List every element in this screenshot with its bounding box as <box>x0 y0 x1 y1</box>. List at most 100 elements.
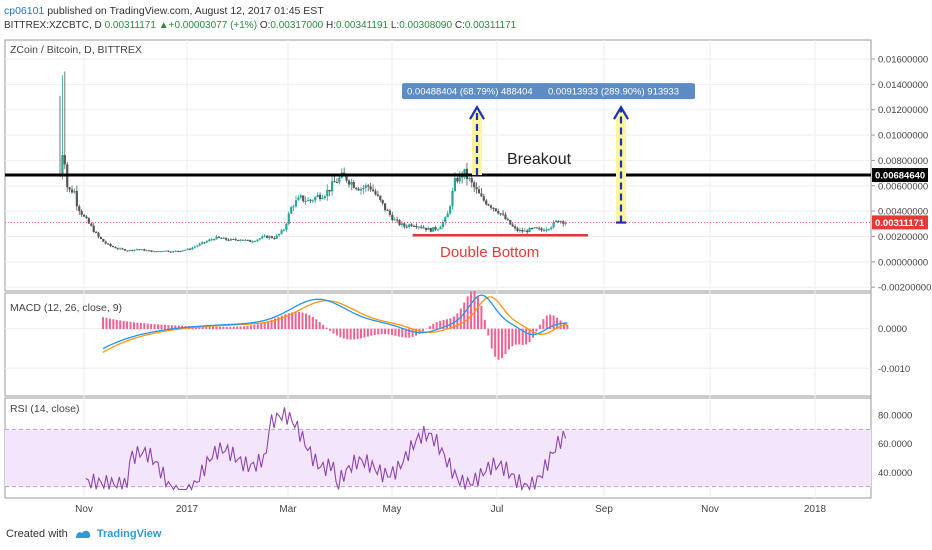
candle-body <box>482 196 485 201</box>
candle-body <box>526 230 529 233</box>
candle-body <box>379 195 382 200</box>
macd-histogram-bar <box>129 321 132 330</box>
time-tick-label: Jul <box>491 504 504 515</box>
macd-histogram-bar <box>497 328 500 360</box>
macd-histogram-bar <box>466 296 469 330</box>
macd-histogram-bar <box>225 326 228 330</box>
macd-histogram-bar <box>263 322 266 330</box>
macd-histogram-bar <box>525 328 528 345</box>
candle-body <box>188 248 192 250</box>
macd-histogram-bar <box>377 328 380 335</box>
macd-histogram-bar <box>112 319 115 330</box>
macd-histogram-bar <box>153 324 156 330</box>
candle-body <box>458 173 461 182</box>
candle-body <box>331 181 334 192</box>
macd-histogram-bar <box>532 328 534 338</box>
macd-histogram-bar <box>163 324 166 330</box>
candle-body <box>355 187 358 189</box>
projection-arrow-icon <box>469 105 485 120</box>
candle-body <box>191 247 194 250</box>
candle-body <box>359 189 363 191</box>
created-with-text: Created with <box>6 528 68 540</box>
macd-histogram-bar <box>538 324 541 330</box>
macd-histogram-bar <box>380 328 383 335</box>
macd-histogram-bar <box>428 326 431 330</box>
candle-body <box>251 241 254 243</box>
macd-histogram-bar <box>562 322 565 330</box>
macd-histogram-bar <box>260 323 263 330</box>
candle-body <box>208 239 211 242</box>
candle-body <box>258 238 261 240</box>
macd-histogram-bar <box>205 326 208 330</box>
candle-body <box>222 237 225 239</box>
macd-histogram-bar <box>370 328 373 336</box>
macd-histogram-bar <box>315 319 318 330</box>
macd-histogram-bar <box>559 320 562 330</box>
macd-histogram-bar <box>473 291 476 330</box>
macd-histogram-bar <box>280 315 283 330</box>
rsi-tick-label: 60.0000 <box>878 439 912 450</box>
macd-histogram-bar <box>132 322 135 330</box>
candle-body <box>559 221 562 223</box>
candle-body <box>487 204 490 206</box>
candle-body <box>73 191 76 193</box>
macd-histogram-bar <box>360 328 362 339</box>
price-highlight-box <box>872 168 928 183</box>
candle-body <box>530 228 534 230</box>
candle-body <box>535 227 538 229</box>
candle-body <box>143 249 146 251</box>
candle-body <box>429 228 432 232</box>
macd-line <box>102 294 568 350</box>
macd-histogram-bar <box>432 323 435 330</box>
candle-body <box>227 239 230 241</box>
macd-histogram-bar <box>146 323 149 330</box>
tradingview-brand[interactable]: TradingView <box>96 528 162 540</box>
candle-body <box>388 210 391 215</box>
macd-histogram-bar <box>411 328 414 337</box>
macd-histogram-bar <box>322 324 325 330</box>
open-label: O: <box>259 20 271 31</box>
candle-body <box>511 224 514 227</box>
rsi-pane-title: RSI (14, close) <box>10 403 79 415</box>
candle-body <box>451 191 454 207</box>
candle-body <box>116 248 119 250</box>
candle-body <box>463 168 466 178</box>
price-tick-label: 0.00400000 <box>878 207 928 218</box>
low-label: L: <box>390 20 400 31</box>
author-name[interactable]: cp06101 <box>4 5 45 17</box>
candle-body <box>391 214 394 221</box>
candle-body <box>104 241 107 244</box>
breakout-label: Breakout <box>507 151 572 168</box>
candle-body <box>326 189 329 197</box>
candle-body <box>80 211 83 215</box>
candle-body <box>533 227 536 229</box>
candle-body <box>162 250 165 252</box>
macd-histogram-bar <box>218 326 221 330</box>
macd-histogram-bar <box>401 328 404 338</box>
candle-body <box>545 229 548 231</box>
candle-body <box>403 223 406 227</box>
price-tick-label: 0.01200000 <box>878 105 928 116</box>
macd-histogram-bar <box>229 326 232 330</box>
candle-body <box>410 224 413 226</box>
macd-histogram-bar <box>442 319 445 330</box>
macd-histogram-bar <box>353 328 356 340</box>
candle-body <box>297 197 300 201</box>
macd-histogram-bar <box>212 326 215 330</box>
candle-body <box>448 206 452 214</box>
candle-body <box>371 189 375 192</box>
macd-histogram-bar <box>198 326 201 330</box>
double-bottom-label: Double Bottom <box>440 244 539 261</box>
time-tick-label: Nov <box>701 504 719 515</box>
candle-body <box>131 249 134 251</box>
macd-histogram-bar <box>480 305 483 330</box>
candle-body <box>278 233 281 236</box>
candle-body <box>205 241 208 243</box>
macd-histogram-bar <box>126 321 129 330</box>
candle-body <box>270 236 274 238</box>
candle-body <box>523 230 526 232</box>
candle-body <box>311 200 314 202</box>
candle-body <box>147 250 151 252</box>
macd-histogram-bar <box>349 328 352 340</box>
